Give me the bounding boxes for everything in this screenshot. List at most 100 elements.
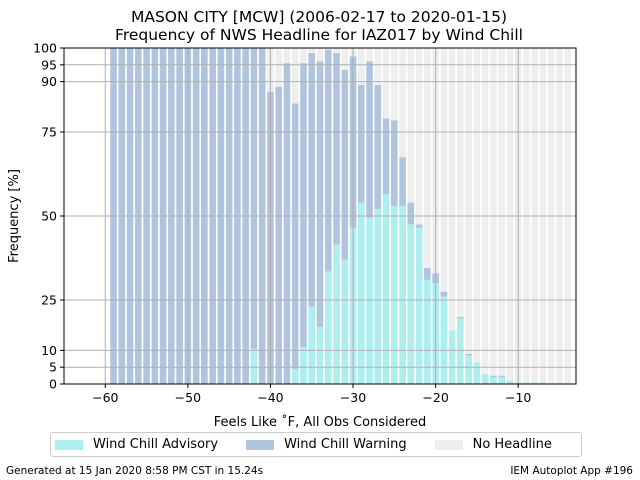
bar-advisory [481,373,489,384]
x-tick-label: −20 [422,390,448,405]
bar-advisory [300,347,307,384]
x-axis-label: Feels Like ˚F, All Obs Considered [214,414,426,430]
legend-swatch-warning [246,439,275,450]
bar-warning [490,375,497,378]
bar-warning [324,49,332,272]
y-tick-label: 0 [49,377,57,392]
bar-advisory [448,330,456,384]
y-tick-label: 90 [41,74,57,89]
bar-advisory [324,271,332,384]
bar-warning [333,53,340,245]
bar-advisory [374,209,382,384]
footer-generated-text: Generated at 15 Jan 2020 8:58 PM CST in … [6,465,264,477]
legend-label-no-headline: No Headline [472,437,552,452]
bar-warning [399,157,406,206]
bar-no-headline [333,48,340,54]
bar-advisory [399,205,406,384]
y-tick-label: 75 [41,125,57,140]
bar-no-headline [283,48,291,64]
bar-warning [283,63,291,385]
legend-item-warning: Wind Chill Warning [246,437,407,452]
bar-no-headline [308,48,316,54]
bar-advisory [424,279,431,384]
bar-warning [316,61,324,327]
bar-no-headline [448,48,456,331]
bar-advisory [382,194,390,384]
bar-advisory [316,326,324,384]
bar-no-headline [341,48,349,70]
bar-warning [275,86,283,384]
bar-warning [357,84,365,203]
bar-no-headline [291,48,299,104]
bar-advisory [366,217,373,384]
y-tick-label: 5 [49,360,57,375]
legend-swatch-no-headline [434,439,463,450]
bar-advisory [465,355,472,384]
bar-warning [440,291,448,297]
bar-warning [291,103,299,369]
bar-advisory [407,224,415,384]
bar-advisory [341,259,349,384]
y-axis-label: Frequency [%] [7,169,22,263]
bar-warning [424,268,431,280]
bar-advisory [498,377,505,384]
legend-label-warning: Wind Chill Warning [284,437,407,452]
bar-no-headline [490,48,497,376]
bar-warning [366,61,373,218]
bar-advisory [440,296,448,384]
bar-no-headline [531,48,539,383]
bar-warning [457,316,464,319]
y-tick-label: 100 [33,41,57,56]
bar-advisory [539,382,547,384]
bar-no-headline [498,48,505,376]
legend-swatch-advisory [55,439,83,450]
bar-warning [374,84,382,210]
x-tick-label: −30 [340,390,366,405]
legend-label-advisory: Wind Chill Advisory [93,437,219,452]
y-tick-label: 25 [41,293,57,308]
x-tick-label: −40 [257,390,283,405]
bar-no-headline [382,48,390,119]
bar-warning [391,120,398,206]
y-tick-label: 95 [41,57,57,72]
bar-warning [341,69,349,260]
bar-no-headline [457,48,464,317]
bar-no-headline [481,48,489,374]
bar-no-headline [506,48,514,381]
bar-no-headline [415,48,423,225]
bar-warning [407,202,415,225]
bar-warning [415,224,423,228]
bar-advisory [357,202,365,384]
bar-no-headline [374,48,382,85]
x-tick-label: −60 [92,390,118,405]
legend: Wind Chill Advisory Wind Chill Warning N… [50,432,582,457]
bar-warning [250,48,258,349]
bar-advisory [250,348,258,384]
chart-title: MASON CITY [MCW] (2006-02-17 to 2020-01-… [131,8,507,26]
bar-no-headline [465,48,472,354]
legend-item-advisory: Wind Chill Advisory [55,437,218,452]
bar-advisory [308,306,316,384]
bar-no-headline [539,48,547,383]
bar-no-headline [523,48,530,383]
x-tick-label: −10 [505,390,531,405]
bar-no-headline [300,48,307,64]
legend-item-no-headline: No Headline [434,437,552,452]
bar-no-headline [275,49,283,87]
bar-advisory [291,368,299,384]
bar-no-headline [357,48,365,85]
bar-advisory [457,318,464,384]
bar-no-headline [407,48,415,203]
bar-no-headline [440,48,448,292]
bar-no-headline [424,48,431,269]
bar-warning [498,375,505,378]
y-tick-label: 50 [41,209,57,224]
bar-warning [465,353,472,356]
bar-advisory [490,377,497,384]
bar-no-headline [391,48,398,121]
chart-subtitle: Frequency of NWS Headline for IAZ017 by … [115,26,523,44]
bar-advisory [523,382,530,384]
bar-no-headline [324,48,332,50]
